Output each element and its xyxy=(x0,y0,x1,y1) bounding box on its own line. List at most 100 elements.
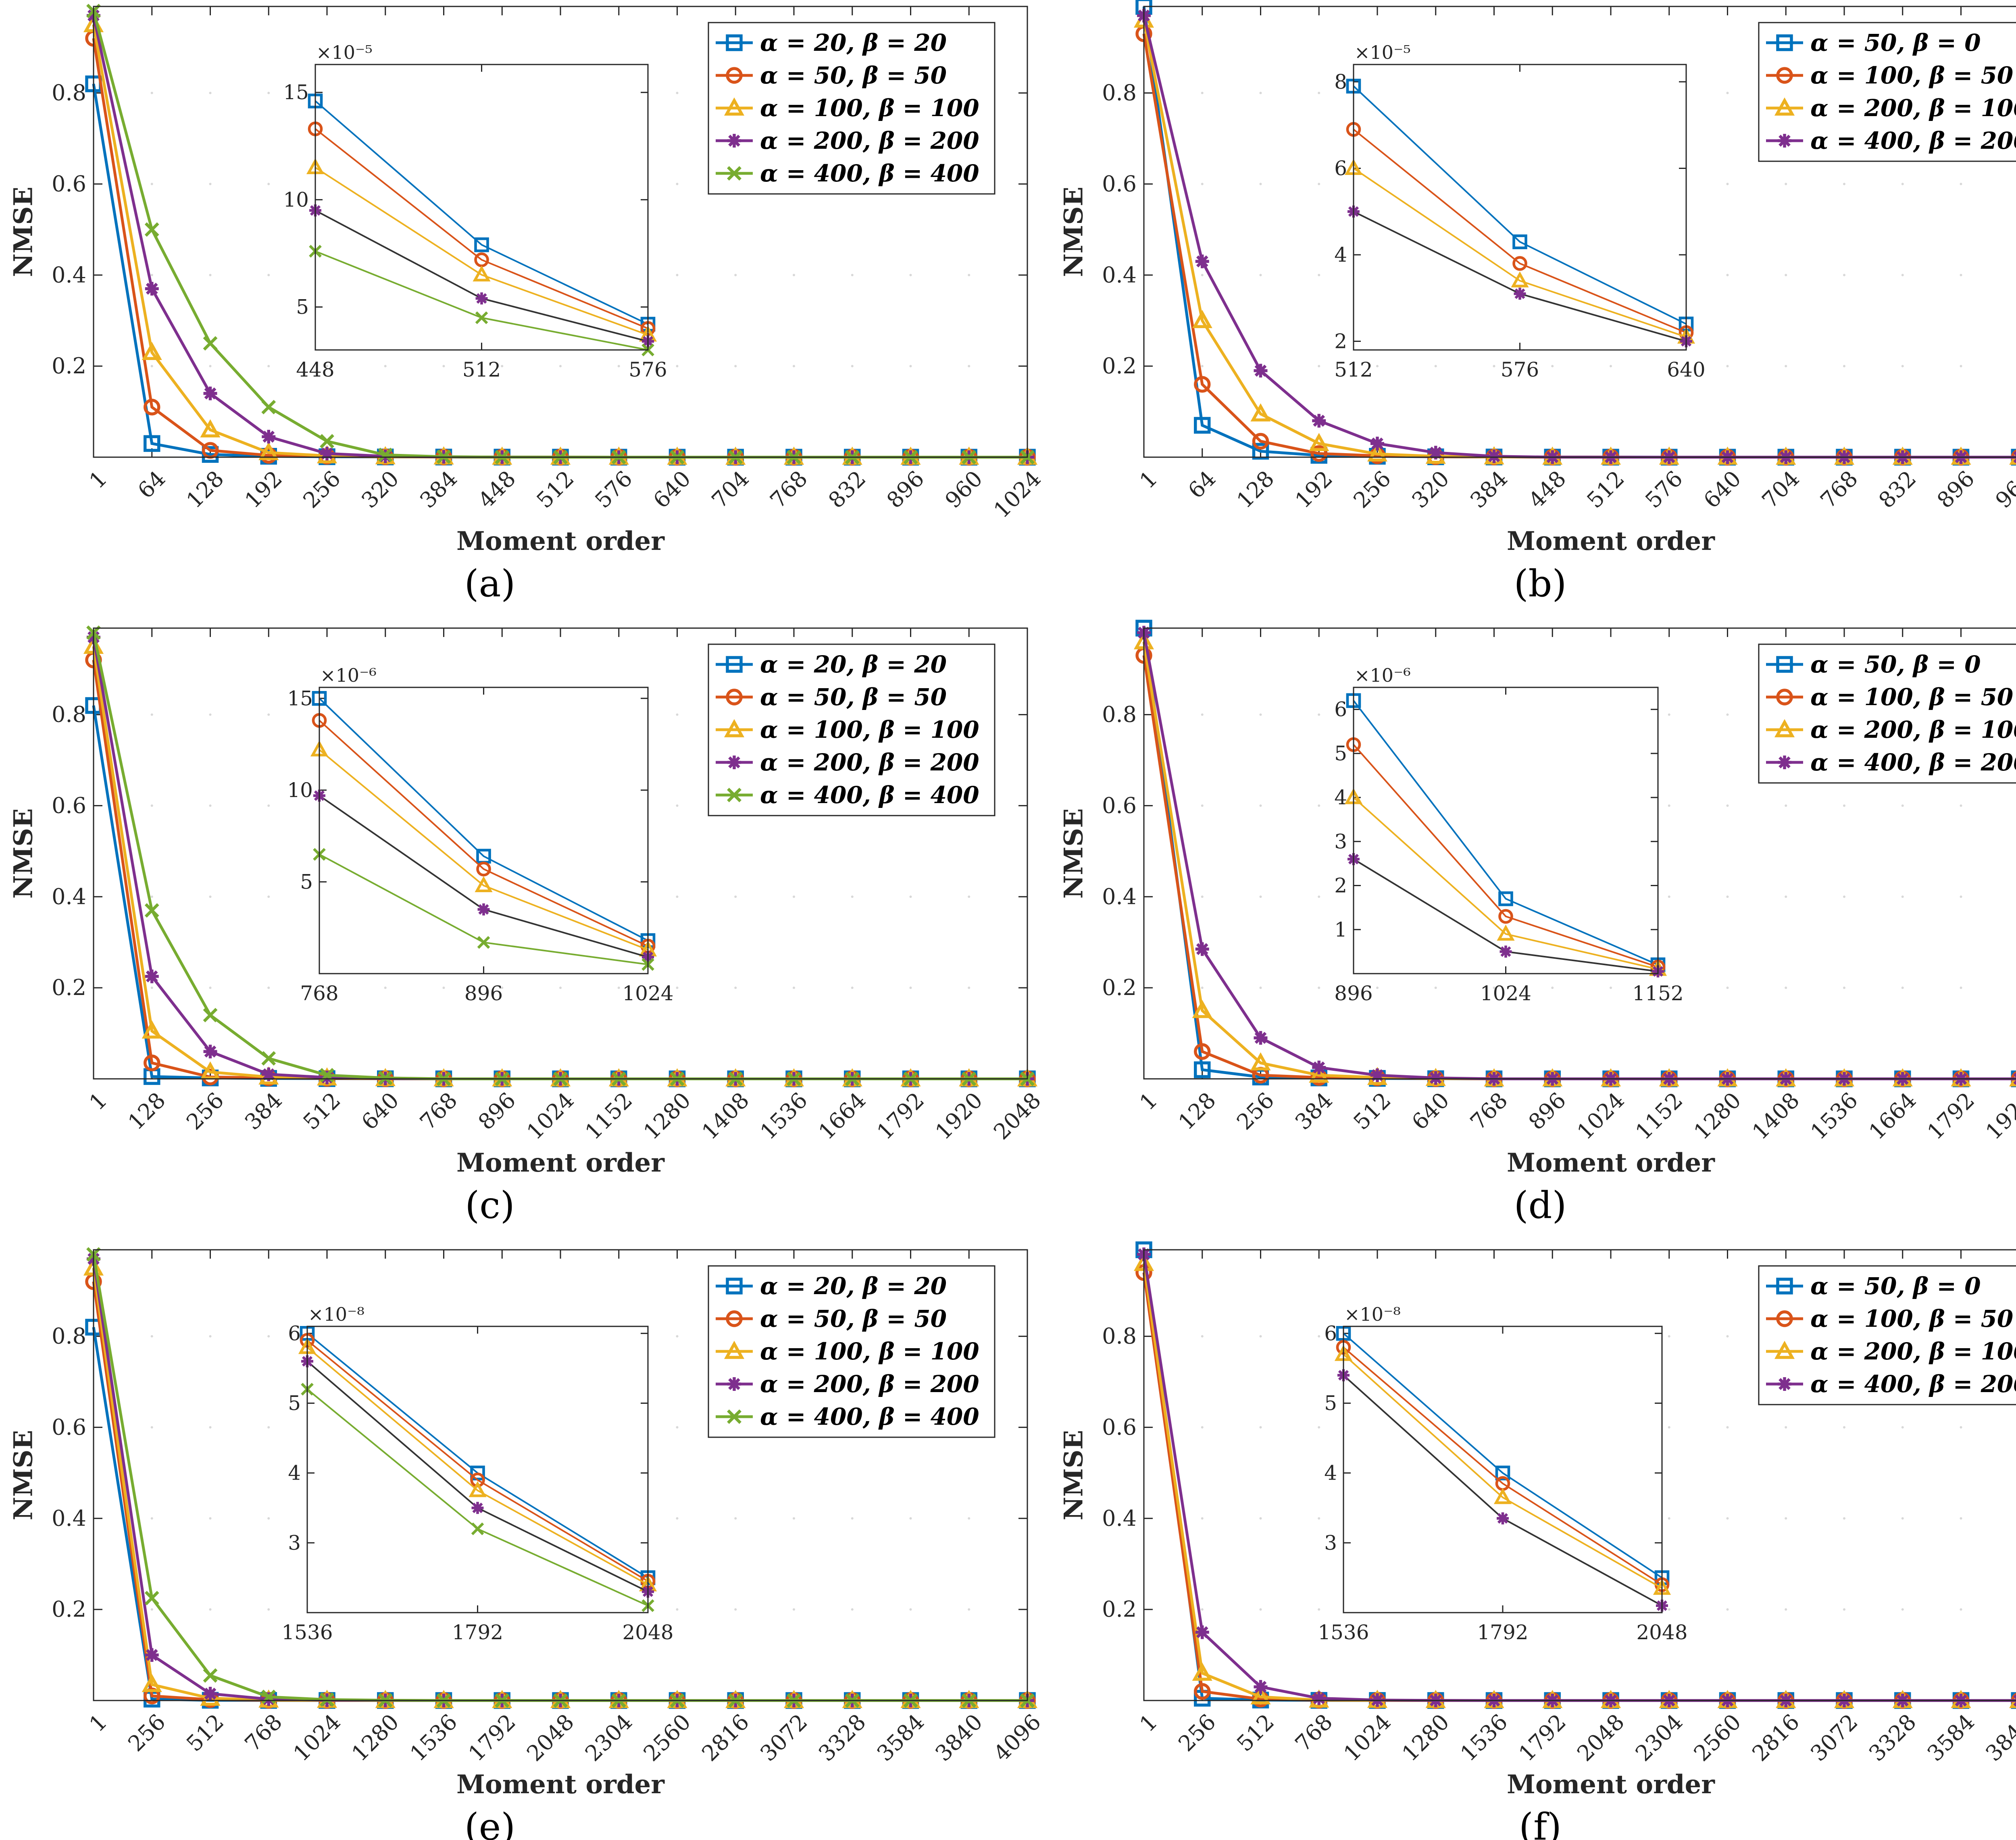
grid-dot xyxy=(734,987,737,989)
grid-dot xyxy=(267,895,270,898)
legend-marker xyxy=(727,134,741,148)
grid-dot xyxy=(1259,987,1262,989)
inset-y-tick-label: 3 xyxy=(288,1531,301,1555)
grid-dot xyxy=(968,895,971,898)
inset-x-tick-label: 512 xyxy=(1334,358,1372,381)
x-tick-label: 2560 xyxy=(639,1709,696,1766)
legend-label: α = 400, β = 200 xyxy=(1810,749,2016,776)
grid-dot xyxy=(209,1517,212,1520)
x-tick-label: 1280 xyxy=(1397,1709,1454,1766)
data-point xyxy=(1195,1625,1209,1639)
grid-dot xyxy=(1668,365,1670,368)
y-tick-label: 0.6 xyxy=(1102,171,1137,196)
x-tick-label: 832 xyxy=(1874,466,1921,513)
grid-dot xyxy=(1668,895,1670,898)
x-tick-label: 896 xyxy=(473,1087,521,1134)
x-tick-label: 640 xyxy=(1407,1087,1454,1134)
inset-data-point xyxy=(1498,909,1513,924)
grid-dot xyxy=(209,1608,212,1611)
x-tick-label: 1664 xyxy=(1864,1087,1921,1145)
grid-dot xyxy=(1785,274,1787,277)
data-point xyxy=(144,435,160,452)
inset-area xyxy=(1354,687,1658,974)
y-tick-label: 0.6 xyxy=(52,793,86,818)
inset-y-tick-label: 5 xyxy=(300,870,313,893)
grid-dot xyxy=(793,274,795,277)
y-tick-label: 0.4 xyxy=(52,262,86,287)
legend-label: α = 200, β = 200 xyxy=(760,1370,979,1398)
grid-dot xyxy=(1259,1426,1262,1429)
grid-dot xyxy=(267,365,270,368)
legend-marker xyxy=(727,756,741,769)
grid-dot xyxy=(1201,1426,1204,1429)
grid-dot xyxy=(1201,365,1204,368)
y-axis-label: NMSE xyxy=(1058,187,1089,277)
inset-y-tick-label: 4 xyxy=(288,1461,301,1485)
inset-y-tick-label: 6 xyxy=(1334,698,1347,721)
inset-data-point xyxy=(1514,287,1526,300)
legend-marker xyxy=(726,1278,743,1295)
data-point xyxy=(320,1070,334,1084)
data-point xyxy=(144,222,159,237)
grid-dot xyxy=(1259,92,1262,94)
x-tick-label: 3072 xyxy=(1806,1709,1863,1766)
legend: α = 20, β = 20 α = 50, β = 50 α = 100, β =… xyxy=(708,1265,996,1438)
grid-dot xyxy=(793,895,795,898)
grid-dot xyxy=(1259,713,1262,716)
legend-marker xyxy=(1776,656,1793,673)
panel-caption: (f) xyxy=(1519,1805,1562,1840)
legend: α = 50, β = 0 α = 100, β = 50 α = 200, β =… xyxy=(1758,643,2016,784)
x-tick-label: 64 xyxy=(1183,466,1221,503)
x-tick-label: 1280 xyxy=(347,1709,404,1766)
grid-dot xyxy=(209,274,212,277)
x-tick-label: 384 xyxy=(415,466,462,513)
inset-data-point xyxy=(473,265,491,282)
grid-dot xyxy=(1201,1335,1204,1338)
grid-dot xyxy=(1318,274,1320,277)
inset-y-tick-label: 4 xyxy=(1334,243,1347,266)
inset-data-point xyxy=(477,936,490,949)
grid-dot xyxy=(1726,1426,1729,1429)
x-tick-label: 1 xyxy=(84,1709,112,1737)
data-point xyxy=(203,1007,218,1022)
legend-label: α = 50, β = 0 xyxy=(1810,1272,1981,1300)
inset-y-tick-label: 10 xyxy=(287,778,313,802)
inset-series-line xyxy=(1353,167,1687,338)
grid-dot xyxy=(1726,365,1729,368)
grid-dot xyxy=(209,183,212,185)
data-point xyxy=(144,903,159,918)
grid-dot xyxy=(1259,1608,1262,1611)
grid-dot xyxy=(267,1426,270,1429)
legend-label: α = 100, β = 50 xyxy=(1810,683,2013,711)
inset-x-tick-label: 2048 xyxy=(1636,1621,1687,1644)
grid-dot xyxy=(150,1426,153,1429)
y-tick-label: 0.4 xyxy=(1102,1505,1137,1531)
x-tick-label: 2816 xyxy=(697,1709,754,1766)
grid-dot xyxy=(326,365,328,368)
inset-data-point xyxy=(1512,256,1527,271)
inset-exponent: ×10⁻⁵ xyxy=(1354,42,1411,63)
legend-marker xyxy=(1774,719,1795,737)
grid-dot xyxy=(851,895,854,898)
grid-dot xyxy=(150,713,153,716)
inset-data-point xyxy=(475,292,488,305)
legend-label: α = 100, β = 50 xyxy=(1810,62,2013,89)
x-tick-label: 896 xyxy=(882,466,929,513)
grid-dot xyxy=(150,365,153,368)
legend-label: α = 200, β = 100 xyxy=(1810,1338,2016,1365)
inset-exponent: ×10⁻⁶ xyxy=(1354,664,1411,686)
grid-dot xyxy=(909,365,912,368)
x-tick-label: 704 xyxy=(1757,466,1804,513)
grid-dot xyxy=(1843,895,1845,898)
grid-dot xyxy=(150,1335,153,1338)
inset: 5 10 15 768 896 1024 ×10⁻⁶ xyxy=(287,664,673,1005)
legend-marker xyxy=(1776,689,1793,706)
grid-dot xyxy=(1901,1517,1904,1520)
y-axis-label: NMSE xyxy=(1058,808,1089,899)
grid-dot xyxy=(676,1608,679,1611)
grid-dot xyxy=(1726,1335,1729,1338)
inset-exponent: ×10⁻⁵ xyxy=(316,42,373,63)
x-tick-label: 1024 xyxy=(1572,1087,1629,1145)
panel-caption: (a) xyxy=(464,562,516,605)
grid-dot xyxy=(1318,1426,1320,1429)
